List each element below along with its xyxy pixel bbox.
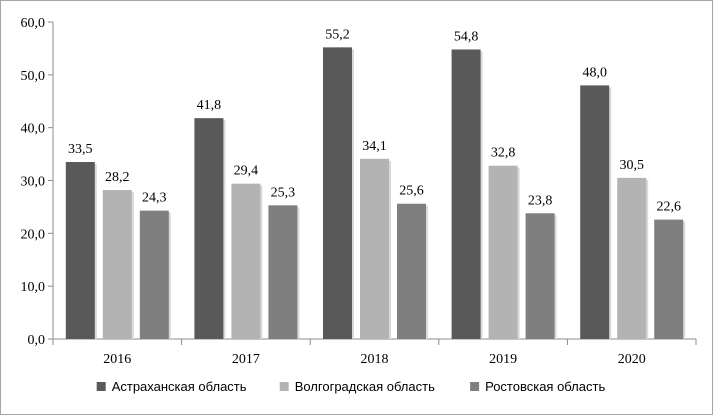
data-label: 55,2 [325, 27, 350, 42]
bar [617, 177, 647, 339]
data-label: 32,8 [491, 146, 516, 161]
bar [231, 183, 261, 339]
y-tick-label: 20,0 [21, 227, 46, 242]
bar [268, 205, 298, 339]
y-tick-label: 50,0 [21, 69, 46, 84]
bar [397, 203, 426, 339]
bar [194, 118, 224, 339]
bar [360, 158, 389, 339]
bar [525, 213, 555, 339]
bars [65, 47, 686, 340]
data-label: 25,3 [271, 185, 296, 200]
data-label: 22,6 [656, 200, 681, 215]
legend-swatch [470, 382, 480, 391]
legend-label: Волгоградская область [295, 379, 435, 394]
x-axis: 2016 2017 2018 2019 2020 [52, 338, 697, 367]
y-tick-label: 0,0 [28, 333, 46, 348]
data-labels: 33,5 28,2 24,3 41,8 29,4 25,3 55,2 34,1 25,6 54,8… [68, 27, 681, 214]
bar [654, 219, 684, 339]
legend-label: Астраханская область [112, 379, 247, 394]
bar [488, 165, 518, 339]
x-tick-label: 2020 [618, 352, 646, 367]
bar [65, 162, 95, 339]
bar [323, 47, 352, 340]
bar [139, 210, 169, 339]
legend-label: Ростовская область [485, 379, 605, 394]
y-tick-label: 30,0 [21, 175, 46, 190]
data-label: 48,0 [582, 65, 607, 80]
data-label: 41,8 [197, 98, 222, 113]
legend-swatch [279, 382, 289, 391]
bar [451, 49, 481, 340]
bar [102, 190, 132, 339]
bar [580, 85, 610, 340]
data-label: 29,4 [234, 164, 259, 179]
data-label: 23,8 [528, 193, 553, 208]
y-axis: 0,0 10,0 20,0 30,0 40,0 50,0 60,0 [21, 16, 54, 348]
data-label: 25,6 [399, 184, 424, 199]
data-label: 33,5 [68, 142, 93, 157]
y-tick-label: 60,0 [21, 16, 46, 31]
x-tick-label: 2018 [361, 352, 389, 367]
data-label: 54,8 [454, 29, 479, 44]
data-label: 28,2 [105, 170, 130, 185]
data-label: 30,5 [619, 158, 644, 173]
legend: Астраханская область Волгоградская област… [96, 379, 605, 394]
y-tick-label: 10,0 [21, 280, 46, 295]
data-label: 24,3 [142, 191, 167, 206]
x-tick-label: 2016 [103, 352, 131, 367]
legend-swatch [96, 382, 106, 391]
y-tick-label: 40,0 [21, 122, 46, 137]
data-label: 34,1 [362, 139, 387, 154]
x-tick-label: 2019 [489, 352, 517, 367]
x-tick-label: 2017 [232, 352, 260, 367]
